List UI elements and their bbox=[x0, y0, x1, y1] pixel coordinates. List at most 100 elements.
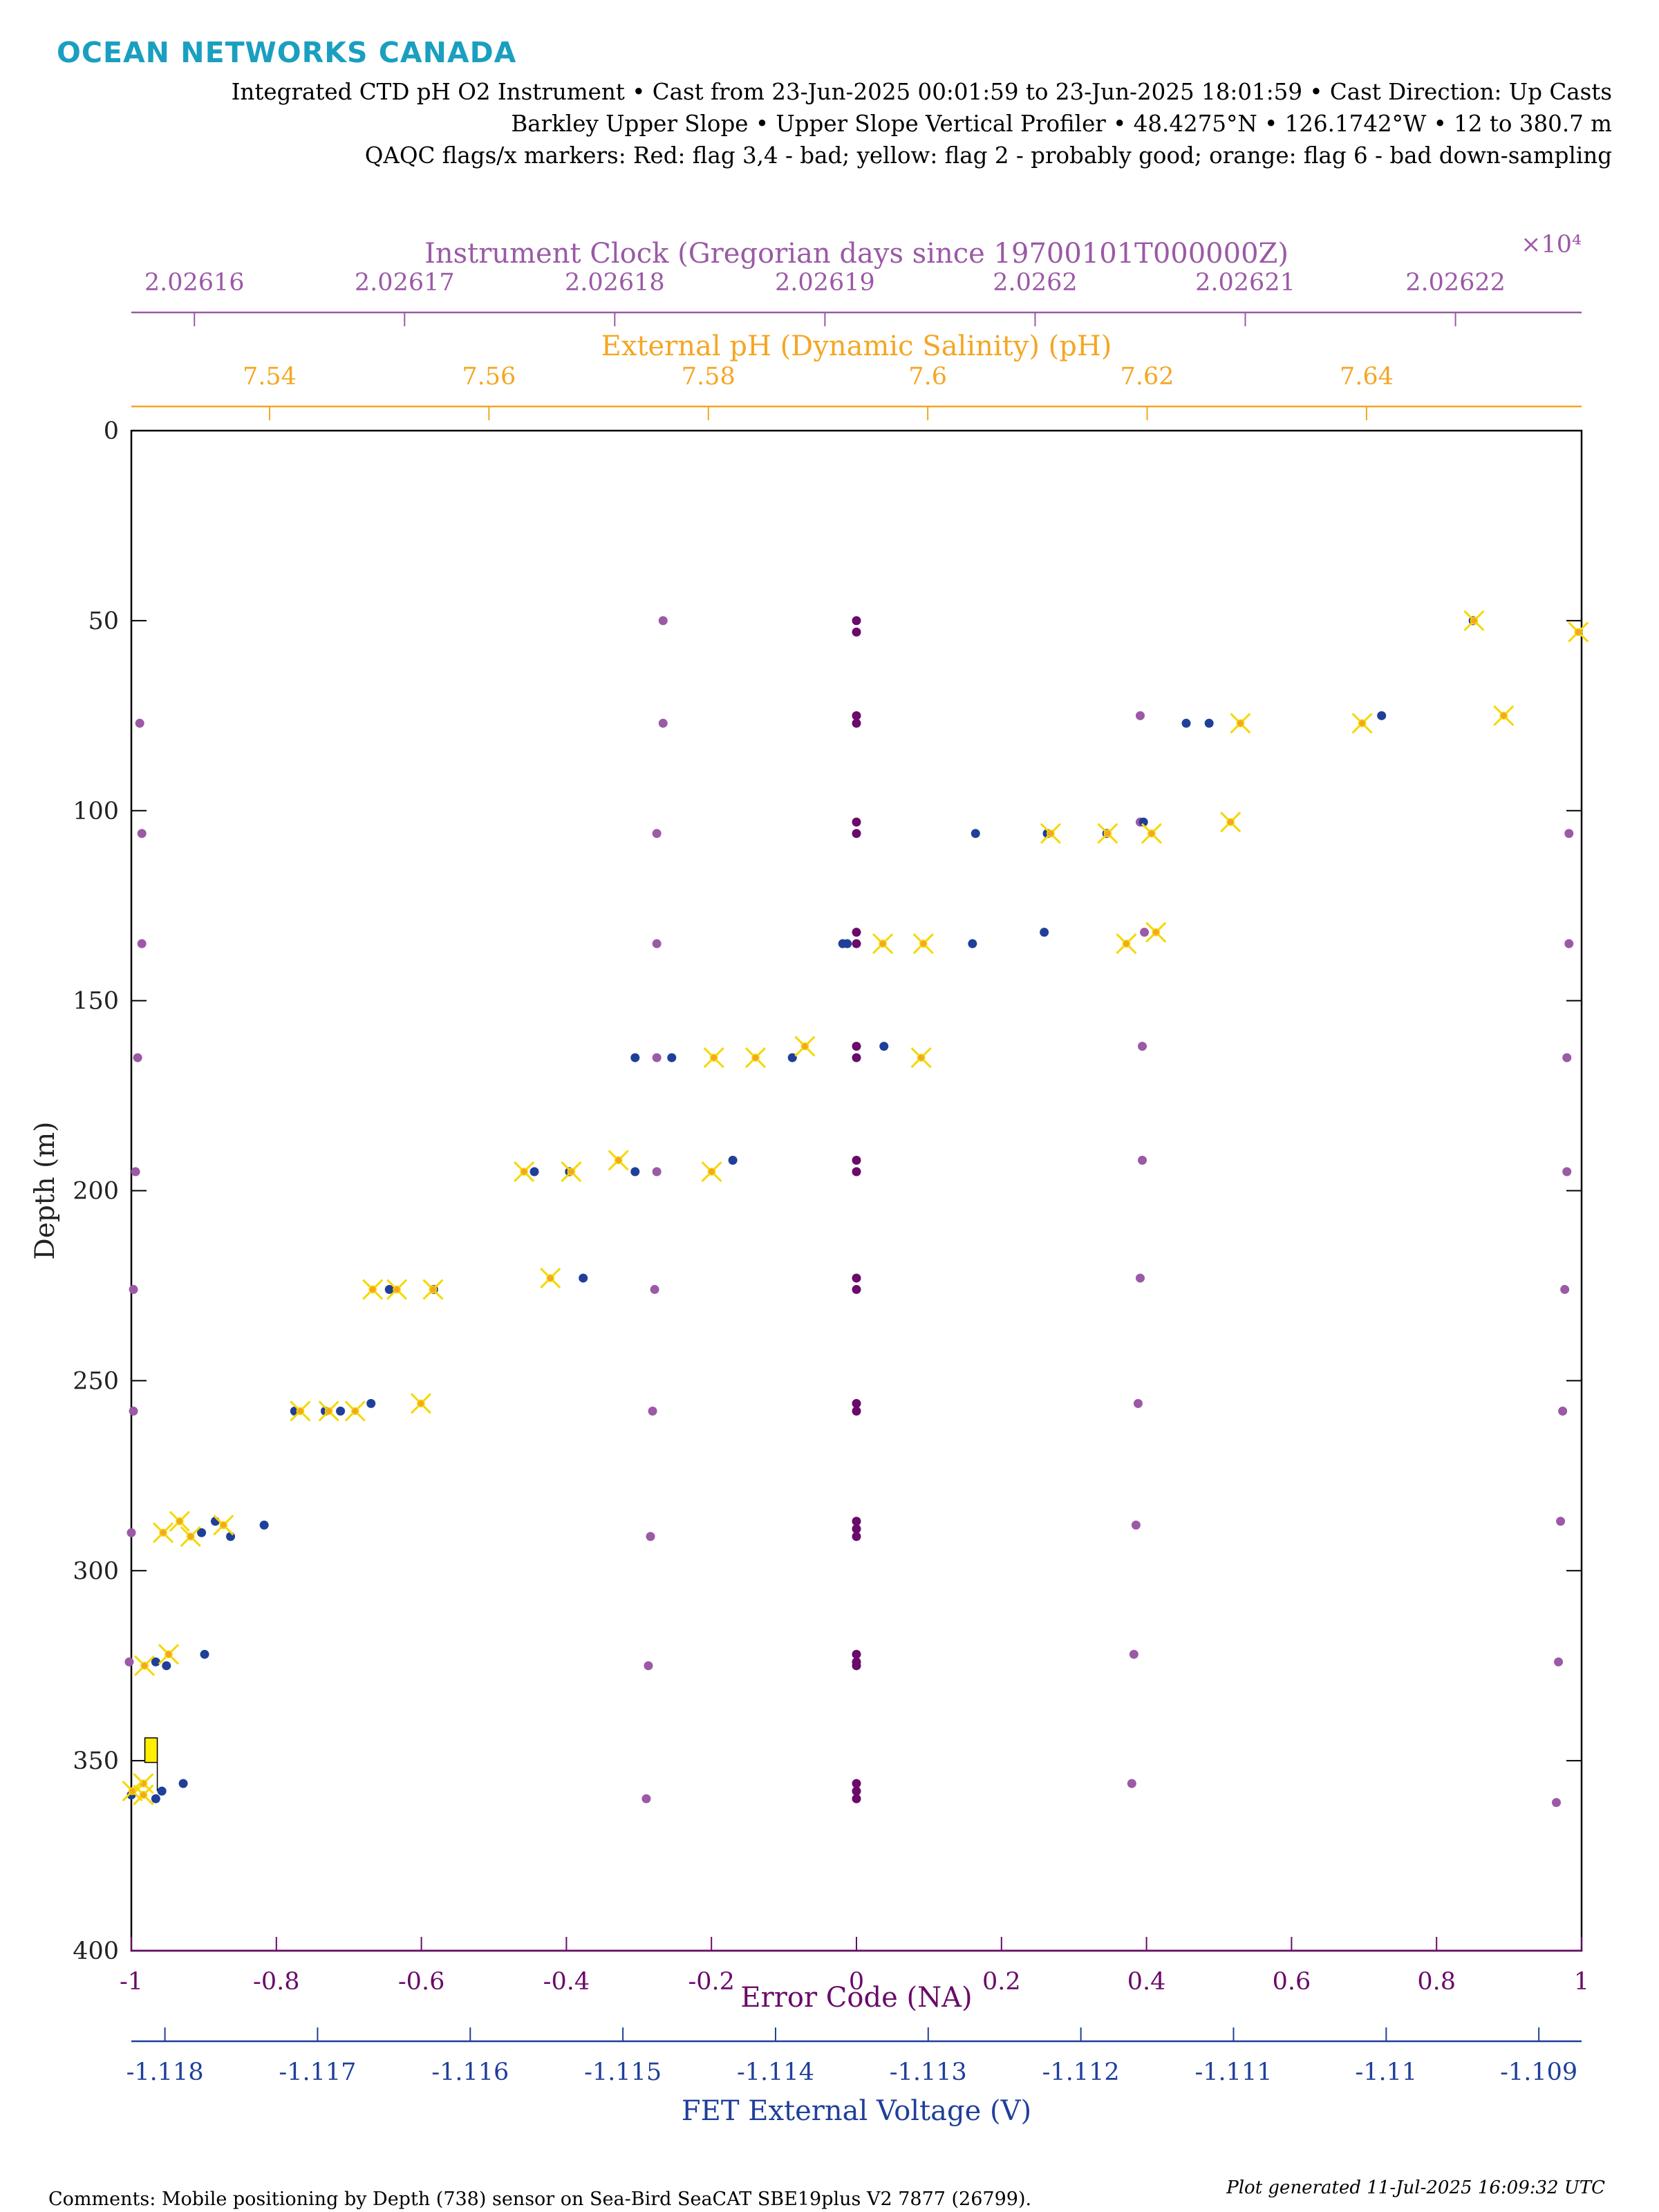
flag-center-dot bbox=[140, 1661, 149, 1670]
error-data-point bbox=[852, 711, 861, 720]
error-tick-label: 0.2 bbox=[982, 1968, 1021, 1996]
clock-data-point bbox=[652, 939, 662, 948]
fet-data-point bbox=[162, 1661, 171, 1671]
ph-flagged-point bbox=[872, 933, 894, 955]
fet-tick-label: -1.111 bbox=[1194, 2059, 1272, 2086]
fet-data-point bbox=[630, 1053, 640, 1062]
clock-data-point bbox=[658, 718, 668, 728]
ph-flagged-point bbox=[540, 1267, 561, 1289]
clock-data-point bbox=[644, 1661, 653, 1671]
ph-flagged-point bbox=[514, 1161, 535, 1183]
ph-flagged-point bbox=[1568, 621, 1589, 643]
clock-data-point bbox=[652, 1053, 662, 1062]
ph-flagged-point bbox=[122, 1781, 143, 1802]
ph-flagged-point bbox=[344, 1400, 366, 1422]
ph-flagged-point bbox=[703, 1047, 724, 1069]
flag-center-dot bbox=[1122, 939, 1131, 948]
fet-data-point bbox=[178, 1779, 188, 1788]
ph-flagged-point bbox=[1220, 812, 1241, 833]
error-data-point bbox=[852, 928, 861, 937]
ph-flagged-point bbox=[410, 1393, 432, 1414]
plot-frame bbox=[130, 429, 1583, 1952]
clock-data-point bbox=[126, 1528, 136, 1537]
clock-data-point bbox=[131, 1167, 140, 1177]
clock-data-point bbox=[133, 1053, 142, 1062]
y-tick-label: 200 bbox=[73, 1178, 119, 1206]
clock-tick-label: 2.02619 bbox=[775, 269, 875, 297]
error-data-point bbox=[852, 1532, 861, 1541]
clock-data-point bbox=[1562, 1053, 1572, 1062]
error-data-point bbox=[852, 829, 861, 838]
clock-data-point bbox=[1133, 1398, 1143, 1408]
flag-center-dot bbox=[1047, 829, 1055, 838]
flag-center-dot bbox=[393, 1285, 401, 1294]
ph-flagged-point bbox=[213, 1515, 234, 1536]
error-tick-label: 0.8 bbox=[1417, 1968, 1456, 1996]
clock-tick-label: 2.02618 bbox=[565, 269, 665, 297]
fet-data-point bbox=[971, 829, 980, 838]
ph-flagged-point bbox=[1463, 610, 1485, 631]
flag-center-dot bbox=[1470, 617, 1479, 625]
ph-tick-label: 7.6 bbox=[908, 363, 947, 391]
clock-data-point bbox=[652, 1167, 662, 1177]
flag-center-dot bbox=[159, 1528, 167, 1537]
ph-flagged-point bbox=[180, 1526, 201, 1547]
fet-data-point bbox=[630, 1167, 640, 1177]
fet-data-point bbox=[1138, 817, 1148, 827]
ph-tick-label: 7.58 bbox=[682, 363, 735, 391]
ph-flagged-point bbox=[744, 1047, 767, 1069]
fet-tick-label: -1.118 bbox=[126, 2059, 204, 2086]
ph-flagged-point bbox=[133, 1773, 154, 1794]
flag-center-dot bbox=[1236, 719, 1245, 728]
flag-center-dot bbox=[1358, 719, 1367, 728]
fet-data-point bbox=[879, 1042, 889, 1051]
fet-data-point bbox=[259, 1520, 269, 1530]
fet-data-point bbox=[197, 1528, 207, 1537]
qaqc-flag-box bbox=[144, 1737, 158, 1763]
ph-flagged-point bbox=[386, 1279, 408, 1300]
clock-tick-label: 2.02617 bbox=[355, 269, 455, 297]
ph-flagged-point bbox=[422, 1279, 444, 1300]
ph-tick-label: 7.62 bbox=[1121, 363, 1174, 391]
flag-center-dot bbox=[1226, 818, 1235, 826]
ocean-networks-canada-logo: OCEAN NETWORKS CANADA bbox=[57, 36, 517, 69]
fet-tick-label: -1.113 bbox=[890, 2059, 967, 2086]
flag-center-dot bbox=[919, 939, 928, 948]
ph-flagged-point bbox=[1141, 823, 1162, 844]
ph-flagged-point bbox=[1351, 713, 1373, 734]
clock-data-point bbox=[652, 829, 662, 838]
ph-flagged-point bbox=[133, 1784, 154, 1806]
clock-tick-label: 2.02616 bbox=[144, 269, 245, 297]
flag-center-dot bbox=[709, 1053, 718, 1062]
ph-flagged-point bbox=[1097, 823, 1118, 844]
ph-flagged-point bbox=[152, 1522, 174, 1544]
fet-data-point bbox=[151, 1657, 160, 1667]
clock-data-point bbox=[135, 718, 144, 728]
fet-tick-label: -1.115 bbox=[584, 2059, 662, 2086]
clock-tick-label: 2.0262 bbox=[993, 269, 1077, 297]
y-tick-label: 0 bbox=[104, 418, 119, 445]
error-data-point bbox=[852, 1284, 861, 1294]
fet-tick-label: -1.114 bbox=[737, 2059, 814, 2086]
ph-flagged-point bbox=[794, 1035, 816, 1057]
clock-data-point bbox=[658, 616, 668, 626]
fet-data-point bbox=[667, 1053, 677, 1062]
clock-data-point bbox=[1558, 1406, 1568, 1416]
footer-comments: Comments: Mobile positioning by Depth (7… bbox=[48, 2188, 1032, 2210]
error-data-point bbox=[852, 627, 861, 637]
flag-center-dot bbox=[176, 1517, 184, 1526]
ph-flagged-point bbox=[1040, 823, 1061, 844]
flag-center-dot bbox=[1152, 928, 1160, 937]
clock-data-point bbox=[1564, 829, 1574, 838]
flag-center-dot bbox=[520, 1168, 528, 1176]
error-tick-label: 1 bbox=[1574, 1968, 1589, 1996]
ph-flagged-point bbox=[608, 1150, 629, 1171]
fet-data-point bbox=[157, 1786, 167, 1796]
error-data-point bbox=[852, 1517, 861, 1526]
plot-generated-timestamp: Plot generated 11-Jul-2025 16:09:32 UTC bbox=[1226, 2177, 1605, 2198]
error-data-point bbox=[852, 1779, 861, 1788]
fet-data-point bbox=[366, 1398, 376, 1408]
y-axis-label: Depth (m) bbox=[30, 1122, 61, 1260]
error-tick-label: -0.6 bbox=[398, 1968, 445, 1996]
